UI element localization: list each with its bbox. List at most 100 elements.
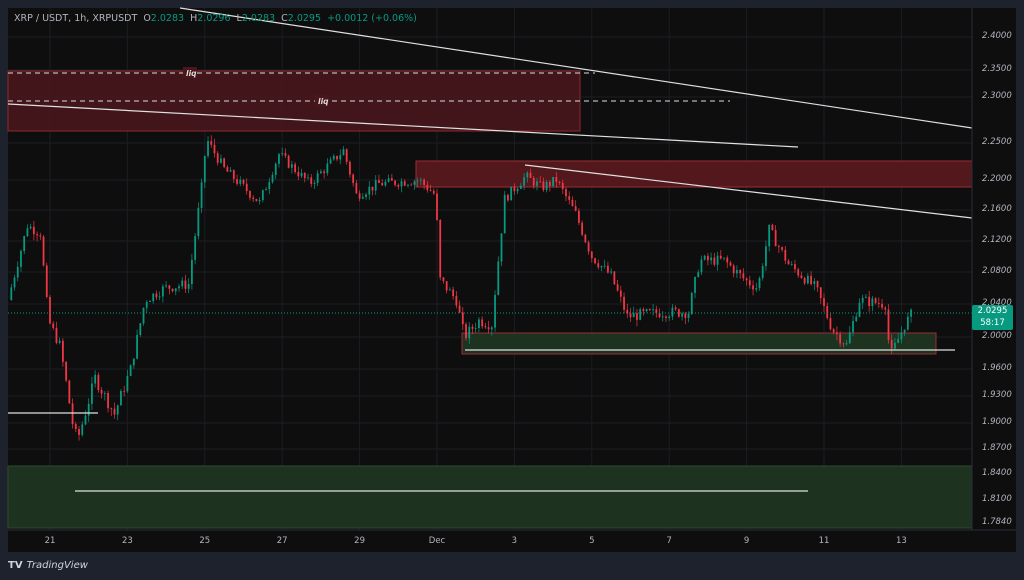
- candle-up: [813, 281, 816, 285]
- candle-up: [26, 228, 29, 237]
- candle-down: [561, 182, 564, 190]
- candle-up: [497, 261, 500, 295]
- candle-up: [197, 207, 200, 237]
- candle-down: [397, 184, 400, 187]
- candle-up: [81, 424, 84, 435]
- candle-down: [839, 334, 842, 344]
- candle-down: [729, 262, 732, 266]
- candle-up: [23, 236, 26, 252]
- candle-down: [748, 280, 751, 286]
- y-tick-label: 1.8400: [982, 468, 1012, 478]
- candle-up: [387, 178, 390, 182]
- candle-up: [865, 296, 867, 298]
- candle-down: [481, 319, 484, 327]
- tradingview-logo-text: TradingView: [26, 560, 88, 571]
- candle-down: [52, 323, 55, 328]
- candle-up: [413, 181, 416, 185]
- candle-up: [858, 302, 861, 317]
- y-tick-label: 2.1600: [982, 204, 1012, 214]
- candle-down: [739, 270, 742, 274]
- bar-countdown: 58:17: [980, 318, 1005, 328]
- candle-down: [65, 361, 68, 381]
- candle-up: [300, 172, 303, 177]
- trendline-descending[interactable]: [524, 164, 973, 219]
- candle-down: [107, 393, 109, 409]
- candle-up: [897, 339, 900, 343]
- open-label: O: [143, 13, 151, 24]
- candle-up: [761, 266, 764, 279]
- candle-up: [671, 307, 674, 317]
- candle-up: [855, 316, 858, 322]
- candle-down: [381, 183, 384, 186]
- candle-up: [152, 293, 155, 302]
- trendline-upper[interactable]: [179, 7, 973, 129]
- candle-down: [426, 184, 429, 191]
- candle-up: [416, 180, 419, 182]
- candle-down: [213, 144, 216, 154]
- close-label: C: [281, 13, 288, 24]
- candle-down: [303, 172, 306, 179]
- candle-down: [771, 224, 774, 231]
- candle-down: [74, 424, 77, 430]
- close-value: 2.0295: [287, 13, 322, 24]
- candle-down: [255, 198, 258, 202]
- candle-down: [155, 293, 158, 298]
- candle-down: [574, 206, 577, 211]
- candle-down: [345, 149, 348, 162]
- candle-up: [407, 184, 409, 186]
- candle-up: [120, 391, 122, 406]
- candle-down: [558, 181, 561, 183]
- candle-down: [571, 199, 574, 207]
- candle-down: [539, 181, 542, 183]
- candle-down: [513, 186, 516, 192]
- candle-down: [797, 269, 800, 276]
- candle-down: [713, 257, 716, 265]
- candle-down: [629, 313, 632, 318]
- y-tick-label: 1.9000: [982, 417, 1012, 427]
- candle-down: [39, 235, 42, 237]
- low-label: L: [236, 13, 242, 24]
- y-tick-label: 2.0800: [982, 266, 1012, 276]
- candle-up: [639, 309, 642, 320]
- candle-up: [449, 289, 451, 291]
- candle-down: [432, 190, 435, 194]
- candle-down: [336, 155, 338, 160]
- candle-up: [687, 313, 690, 318]
- candle-down: [816, 281, 819, 288]
- candle-down: [658, 313, 661, 318]
- candle-down: [542, 181, 545, 191]
- candle-up: [894, 342, 896, 349]
- candle-up: [220, 158, 222, 163]
- candle-down: [607, 265, 609, 273]
- candle-down: [32, 226, 35, 235]
- y-tick-label: 2.4000: [982, 31, 1012, 41]
- candle-down: [42, 236, 45, 266]
- symbol-title[interactable]: XRP / USDT, 1h, XRPUSDT: [14, 13, 138, 24]
- candle-down: [794, 264, 796, 270]
- candle-up: [645, 309, 648, 312]
- candle-down: [742, 273, 745, 279]
- candle-down: [71, 403, 74, 425]
- tradingview-logo[interactable]: TV TradingView: [8, 560, 88, 571]
- candle-up: [500, 233, 503, 262]
- candle-down: [442, 277, 445, 282]
- candle-down: [100, 389, 103, 394]
- candle-down: [358, 193, 361, 199]
- candle-up: [790, 264, 793, 265]
- candle-up: [58, 340, 61, 343]
- x-tick-label: 5: [589, 536, 595, 546]
- candle-down: [423, 179, 425, 185]
- change-value: +0.0012 (+0.06%): [327, 13, 417, 24]
- candle-down: [587, 242, 590, 252]
- liq-label-bg: [183, 67, 197, 78]
- candle-down: [458, 305, 461, 313]
- candle-up: [307, 177, 309, 179]
- candle-up: [332, 155, 335, 160]
- candle-up: [149, 301, 151, 303]
- candle-up: [87, 403, 90, 416]
- candle-up: [229, 170, 232, 172]
- y-tick-label: 2.0000: [982, 331, 1012, 341]
- trendline-liq[interactable]: [7, 103, 799, 148]
- candle-up: [187, 284, 190, 289]
